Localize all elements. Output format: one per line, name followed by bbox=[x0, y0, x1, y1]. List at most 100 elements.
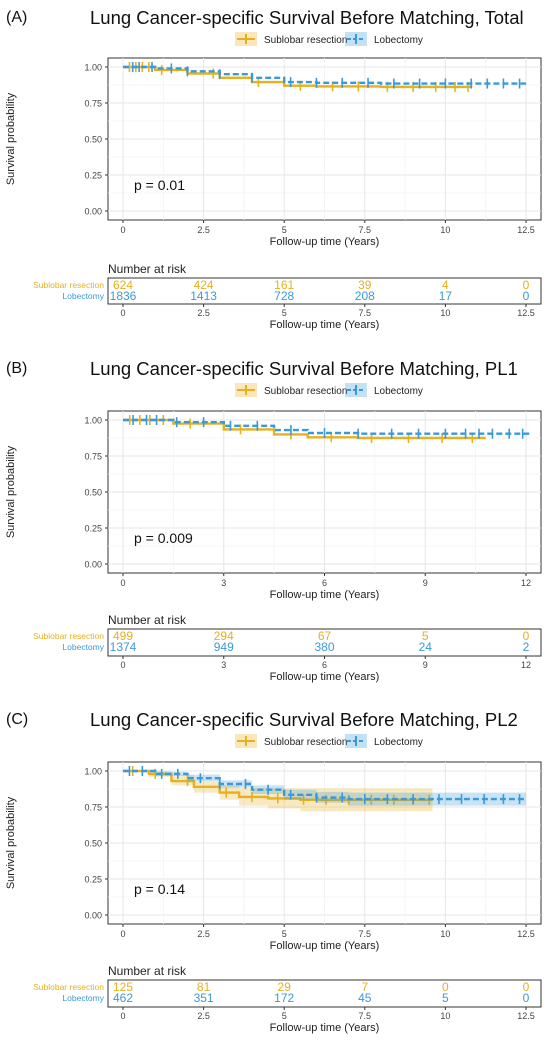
p-value: p = 0.01 bbox=[134, 177, 185, 193]
y-tick-label: 0.00 bbox=[84, 560, 102, 570]
x-tick-label: 7.5 bbox=[359, 929, 372, 939]
km-series-lobectomy bbox=[123, 766, 526, 806]
risk-count: 0 bbox=[442, 980, 449, 994]
y-axis-title: Survival probability bbox=[5, 796, 17, 889]
x-tick-label: 12.5 bbox=[517, 929, 535, 939]
risk-count: 125 bbox=[113, 980, 133, 994]
risk-x-tick-label: 2.5 bbox=[197, 1011, 210, 1021]
risk-row-label: Lobectomy bbox=[62, 993, 104, 1003]
y-tick-label: 0.75 bbox=[84, 803, 102, 813]
panel-label: (A) bbox=[6, 9, 27, 26]
risk-count: 728 bbox=[274, 289, 294, 303]
risk-count: 462 bbox=[113, 991, 133, 1005]
gridlines bbox=[108, 762, 541, 924]
risk-x-tick-label: 5 bbox=[282, 308, 287, 318]
panel-label: (C) bbox=[6, 711, 28, 728]
risk-row-label: Sublobar resection bbox=[33, 631, 104, 641]
km-series-lobectomy bbox=[123, 415, 530, 439]
legend-label: Lobectomy bbox=[374, 35, 423, 46]
legend-item: Sublobar resection bbox=[235, 32, 347, 46]
risk-count: 29 bbox=[278, 980, 292, 994]
x-tick-label: 7.5 bbox=[359, 225, 372, 235]
km-panel-1: (A) Lung Cancer-specific Survival Before … bbox=[5, 7, 542, 331]
y-tick-label: 0.50 bbox=[84, 488, 102, 498]
risk-count: 1374 bbox=[110, 640, 137, 654]
km-series-lobectomy bbox=[123, 62, 526, 89]
chart-title: Lung Cancer-specific Survival Before Mat… bbox=[90, 358, 518, 379]
survival-curve bbox=[123, 769, 526, 801]
y-tick-label: 1.00 bbox=[84, 63, 102, 73]
risk-count: 17 bbox=[439, 289, 453, 303]
x-tick-label: 2.5 bbox=[197, 929, 210, 939]
risk-count: 0 bbox=[523, 278, 530, 292]
risk-table-panel bbox=[107, 628, 542, 657]
risk-table: Number at risk Sublobar resection 125 81 29 7… bbox=[33, 964, 542, 1034]
p-value: p = 0.14 bbox=[134, 881, 185, 897]
risk-x-tick-label: 0 bbox=[120, 1011, 125, 1021]
risk-count: 7 bbox=[361, 980, 368, 994]
legend-item: Sublobar resection bbox=[235, 734, 347, 748]
x-tick-label: 0 bbox=[120, 225, 125, 235]
p-value: p = 0.009 bbox=[134, 530, 193, 546]
risk-row-label: Sublobar resection bbox=[33, 280, 104, 290]
chart-title: Lung Cancer-specific Survival Before Mat… bbox=[90, 7, 524, 28]
risk-count: 0 bbox=[523, 289, 530, 303]
risk-row-label: Lobectomy bbox=[62, 642, 104, 652]
risk-x-tick-label: 3 bbox=[221, 660, 226, 670]
legend: Sublobar resection Lobectomy bbox=[235, 383, 423, 397]
risk-count: 351 bbox=[194, 991, 214, 1005]
risk-x-tick-label: 0 bbox=[120, 308, 125, 318]
risk-x-tick-label: 7.5 bbox=[359, 308, 372, 318]
y-tick-label: 0.50 bbox=[84, 839, 102, 849]
gridlines bbox=[108, 411, 541, 573]
risk-x-axis-title: Follow-up time (Years) bbox=[270, 671, 380, 683]
ci-band bbox=[123, 771, 433, 812]
risk-table-title: Number at risk bbox=[108, 262, 187, 276]
risk-table-panel bbox=[107, 979, 542, 1008]
km-panel-2: (B) Lung Cancer-specific Survival Before … bbox=[5, 358, 542, 683]
x-tick-label: 5 bbox=[282, 225, 287, 235]
risk-count: 1836 bbox=[110, 289, 137, 303]
risk-table-panel bbox=[107, 277, 542, 305]
y-tick-label: 1.00 bbox=[84, 416, 102, 426]
risk-row-label: Lobectomy bbox=[62, 291, 104, 301]
risk-count: 0 bbox=[523, 991, 530, 1005]
y-tick-label: 0.00 bbox=[84, 911, 102, 921]
y-tick-label: 1.00 bbox=[84, 767, 102, 777]
risk-count: 5 bbox=[422, 629, 429, 643]
risk-x-tick-label: 12 bbox=[521, 660, 531, 670]
y-tick-label: 0.75 bbox=[84, 452, 102, 462]
ci-band bbox=[123, 771, 526, 806]
risk-count: 208 bbox=[355, 289, 375, 303]
risk-count: 24 bbox=[419, 640, 433, 654]
y-axis-title: Survival probability bbox=[5, 445, 17, 538]
y-tick-label: 0.75 bbox=[84, 99, 102, 109]
x-tick-label: 2.5 bbox=[197, 225, 210, 235]
risk-count: 161 bbox=[274, 278, 294, 292]
risk-count: 294 bbox=[214, 629, 234, 643]
x-tick-label: 6 bbox=[322, 578, 327, 588]
risk-count: 0 bbox=[523, 629, 530, 643]
risk-count: 424 bbox=[194, 278, 214, 292]
legend-item: Sublobar resection bbox=[235, 383, 347, 397]
y-tick-label: 0.25 bbox=[84, 875, 102, 885]
panel-label: (B) bbox=[6, 360, 27, 377]
risk-table-title: Number at risk bbox=[108, 964, 187, 978]
risk-x-axis-title: Follow-up time (Years) bbox=[270, 1022, 380, 1034]
y-tick-label: 0.00 bbox=[84, 207, 102, 217]
x-axis-title: Follow-up time (Years) bbox=[270, 589, 380, 601]
x-tick-label: 3 bbox=[221, 578, 226, 588]
x-tick-label: 9 bbox=[423, 578, 428, 588]
risk-table: Number at risk Sublobar resection 624 424 16… bbox=[33, 262, 542, 331]
chart-title: Lung Cancer-specific Survival Before Mat… bbox=[90, 709, 518, 730]
legend-item: Lobectomy bbox=[345, 383, 423, 397]
risk-count: 45 bbox=[358, 991, 372, 1005]
risk-count: 380 bbox=[314, 640, 334, 654]
y-axis-title: Survival probability bbox=[5, 92, 17, 185]
risk-count: 949 bbox=[214, 640, 234, 654]
risk-table-title: Number at risk bbox=[108, 613, 187, 627]
risk-x-tick-label: 10 bbox=[440, 308, 450, 318]
y-tick-label: 0.50 bbox=[84, 135, 102, 145]
risk-count: 4 bbox=[442, 278, 449, 292]
